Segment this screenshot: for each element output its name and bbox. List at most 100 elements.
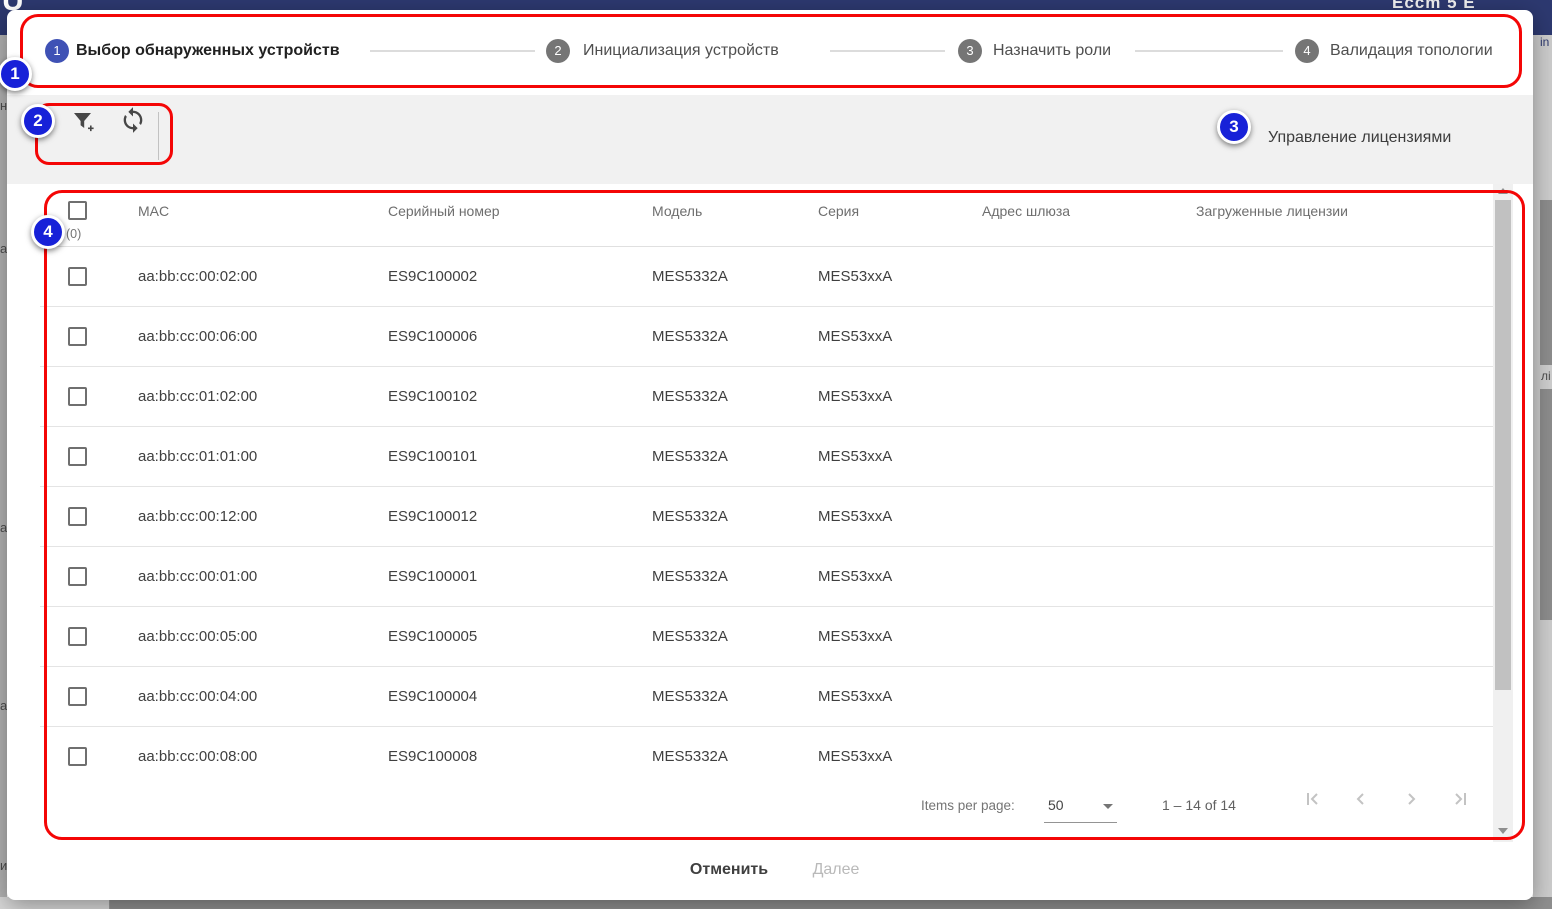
previous-page-button[interactable] (1349, 787, 1373, 811)
cell-mac: aa:bb:cc:00:06:00 (138, 328, 258, 345)
last-page-button[interactable] (1449, 787, 1473, 811)
step-2-label[interactable]: Инициализация устройств (583, 42, 779, 59)
cell-model: MES5332A (652, 568, 728, 585)
select-underline (1044, 822, 1117, 823)
cell-mac: aa:bb:cc:00:05:00 (138, 628, 258, 645)
cell-serial: ES9C100005 (388, 628, 478, 645)
license-management-button[interactable]: Управление лицензиями (1268, 129, 1452, 146)
device-wizard-dialog: 1 Выбор обнаруженных устройств 2 Инициал… (7, 10, 1533, 900)
cell-mac: aa:bb:cc:00:01:00 (138, 568, 258, 585)
table-row: aa:bb:cc:00:12:00 ES9C100012 MES5332A ME… (40, 487, 1500, 547)
next-button-disabled[interactable]: Далее (812, 861, 860, 878)
step-4-label[interactable]: Валидация топологии (1330, 42, 1493, 59)
row-checkbox[interactable] (68, 327, 87, 346)
cell-model: MES5332A (652, 508, 728, 525)
background-right-panel (1540, 200, 1552, 620)
cell-serial: ES9C100008 (388, 748, 478, 765)
cell-model: MES5332A (652, 688, 728, 705)
step-1-label[interactable]: Выбор обнаруженных устройств (76, 42, 340, 59)
table-row: aa:bb:cc:00:04:00 ES9C100004 MES5332A ME… (40, 667, 1500, 727)
cell-serial: ES9C100101 (388, 448, 478, 465)
row-checkbox[interactable] (68, 507, 87, 526)
filter-add-button[interactable] (69, 107, 97, 135)
column-header-gateway[interactable]: Адрес шлюза (982, 203, 1071, 219)
chevron-left-icon (1349, 787, 1373, 811)
row-checkbox[interactable] (68, 627, 87, 646)
annotation-badge-2: 2 (21, 104, 55, 138)
table-row: aa:bb:cc:00:08:00 ES9C100008 MES5332A ME… (40, 727, 1500, 787)
row-checkbox[interactable] (68, 747, 87, 766)
scroll-up-icon[interactable] (1498, 188, 1508, 194)
bg-letter: а (0, 520, 7, 535)
row-checkbox[interactable] (68, 447, 87, 466)
scroll-down-icon[interactable] (1498, 828, 1508, 834)
table-row: aa:bb:cc:01:01:00 ES9C100101 MES5332A ME… (40, 427, 1500, 487)
cell-serial: ES9C100102 (388, 388, 478, 405)
chevron-right-icon (1399, 787, 1423, 811)
column-header-series[interactable]: Серия (818, 203, 860, 219)
row-checkbox[interactable] (68, 687, 87, 706)
cell-model: MES5332A (652, 328, 728, 345)
background-horizontal-scrollbar[interactable] (0, 897, 1552, 909)
row-checkbox[interactable] (68, 267, 87, 286)
step-2-circle[interactable]: 2 (546, 39, 570, 63)
step-3-label[interactable]: Назначить роли (993, 42, 1112, 59)
cell-serial: ES9C100006 (388, 328, 478, 345)
step-connector (830, 50, 945, 52)
column-header-model[interactable]: Модель (652, 203, 703, 219)
table-row: aa:bb:cc:00:06:00 ES9C100006 MES5332A ME… (40, 307, 1500, 367)
step-3-circle[interactable]: 3 (958, 39, 982, 63)
cell-mac: aa:bb:cc:00:04:00 (138, 688, 258, 705)
annotation-badge-1: 1 (0, 57, 32, 91)
table-header: (0) MAC Серийный номер Модель Серия Адре… (40, 184, 1500, 247)
cell-mac: aa:bb:cc:01:02:00 (138, 388, 258, 405)
column-header-serial[interactable]: Серийный номер (388, 203, 500, 219)
cell-model: MES5332A (652, 748, 728, 765)
table-scrollbar-thumb[interactable] (1495, 200, 1511, 690)
chevron-down-icon[interactable] (1103, 804, 1113, 809)
bg-letter: и (0, 858, 7, 873)
cell-series: MES53xxA (818, 268, 893, 285)
cell-series: MES53xxA (818, 628, 893, 645)
cell-series: MES53xxA (818, 328, 893, 345)
row-checkbox[interactable] (68, 567, 87, 586)
background-right-edge: in лі (1533, 35, 1552, 897)
first-page-button[interactable] (1300, 787, 1324, 811)
row-checkbox[interactable] (68, 387, 87, 406)
items-per-page-select[interactable]: 50 (1048, 797, 1064, 813)
column-header-mac[interactable]: MAC (138, 203, 170, 219)
table-toolbar: Управление лицензиями (7, 95, 1533, 184)
next-page-button[interactable] (1399, 787, 1423, 811)
step-connector (370, 50, 535, 52)
table-row: aa:bb:cc:01:02:00 ES9C100102 MES5332A ME… (40, 367, 1500, 427)
selected-count: (0) (66, 227, 82, 241)
step-1-circle[interactable]: 1 (45, 39, 69, 63)
background-right-text: лі (1541, 369, 1551, 383)
cell-model: MES5332A (652, 448, 728, 465)
table-row: aa:bb:cc:00:02:00 ES9C100002 MES5332A ME… (40, 247, 1500, 307)
filter-add-icon (69, 107, 97, 135)
items-per-page-label: Items per page: (921, 798, 1015, 813)
cell-serial: ES9C100004 (388, 688, 478, 705)
cell-serial: ES9C100002 (388, 268, 478, 285)
cancel-button[interactable]: Отменить (689, 861, 769, 878)
cell-mac: aa:bb:cc:00:08:00 (138, 748, 258, 765)
cell-series: MES53xxA (818, 688, 893, 705)
cell-series: MES53xxA (818, 448, 893, 465)
bg-letter: н (0, 98, 7, 113)
select-all-checkbox[interactable] (68, 201, 87, 220)
column-header-licenses[interactable]: Загруженные лицензии (1196, 203, 1348, 219)
step-4-circle[interactable]: 4 (1295, 39, 1319, 63)
background-left-edge: н а а a и (0, 35, 7, 897)
refresh-button[interactable] (119, 106, 147, 134)
annotation-badge-4: 4 (31, 215, 65, 249)
cell-model: MES5332A (652, 388, 728, 405)
page-range-text: 1 – 14 of 14 (1162, 797, 1236, 813)
toolbar-divider (158, 112, 159, 160)
bg-letter: a (0, 698, 7, 713)
cell-series: MES53xxA (818, 508, 893, 525)
cell-serial: ES9C100012 (388, 508, 478, 525)
cell-mac: aa:bb:cc:00:02:00 (138, 268, 258, 285)
annotation-badge-3: 3 (1217, 110, 1251, 144)
